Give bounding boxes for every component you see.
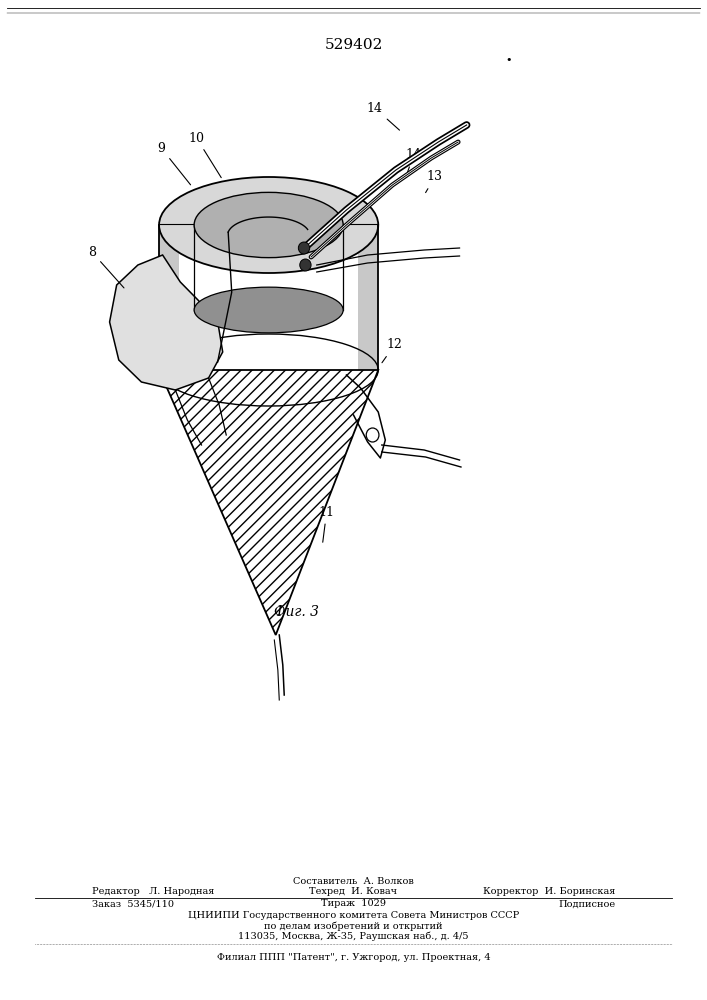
Text: Техред  И. Ковач: Техред И. Ковач (310, 888, 397, 896)
Text: Подписное: Подписное (558, 900, 615, 908)
Text: 12: 12 (382, 338, 402, 363)
Text: 13: 13 (426, 170, 443, 193)
Text: Фиг. 3: Фиг. 3 (274, 605, 320, 619)
Ellipse shape (194, 192, 343, 258)
Polygon shape (110, 255, 223, 390)
Ellipse shape (300, 259, 311, 271)
Text: 8: 8 (88, 245, 124, 288)
Ellipse shape (159, 177, 378, 273)
Text: •: • (506, 55, 513, 65)
Polygon shape (358, 225, 378, 370)
Text: Редактор   Л. Народная: Редактор Л. Народная (92, 888, 214, 896)
Ellipse shape (194, 287, 343, 333)
Text: Филиал ППП "Патент", г. Ужгород, ул. Проектная, 4: Филиал ППП "Патент", г. Ужгород, ул. Про… (216, 954, 491, 962)
Text: по делам изобретений и открытий: по делам изобретений и открытий (264, 921, 443, 931)
Text: 113035, Москва, Ж-35, Раушская наб., д. 4/5: 113035, Москва, Ж-35, Раушская наб., д. … (238, 931, 469, 941)
Text: Тираж  1029: Тираж 1029 (321, 900, 386, 908)
Text: 529402: 529402 (325, 38, 382, 52)
Text: 10: 10 (189, 131, 221, 178)
Text: 14: 14 (406, 148, 421, 172)
Polygon shape (159, 370, 378, 635)
Text: ЦНИИПИ Государственного комитета Совета Министров СССР: ЦНИИПИ Государственного комитета Совета … (188, 912, 519, 920)
Text: Составитель  А. Волков: Составитель А. Волков (293, 878, 414, 886)
Text: Заказ  5345/110: Заказ 5345/110 (92, 900, 174, 908)
Ellipse shape (298, 242, 310, 254)
Text: 11: 11 (319, 506, 334, 542)
Text: Корректор  И. Боринская: Корректор И. Боринская (483, 888, 615, 896)
Polygon shape (159, 225, 179, 370)
Ellipse shape (366, 428, 379, 442)
Text: 9: 9 (157, 141, 191, 185)
Text: 14: 14 (367, 102, 399, 130)
